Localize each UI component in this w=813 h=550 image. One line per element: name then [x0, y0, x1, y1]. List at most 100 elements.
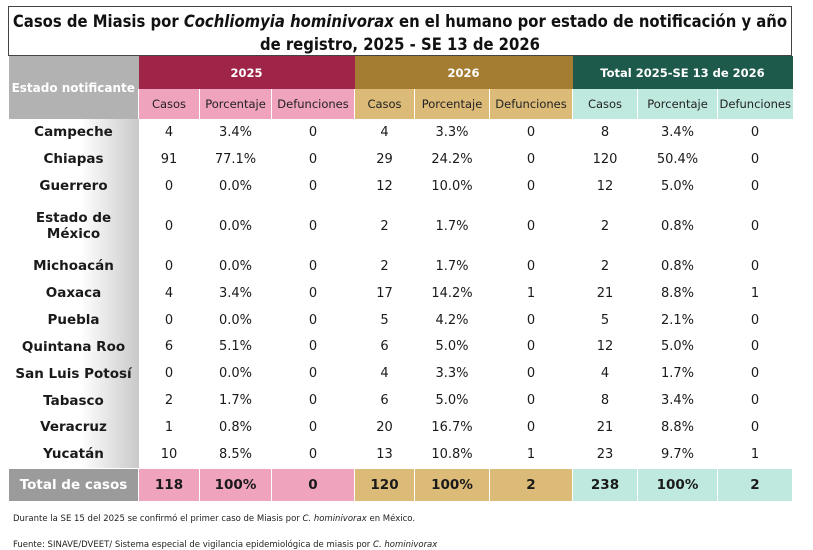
cell-porcentaje-2025: 3.4% [218, 124, 253, 140]
cell-defunciones-2025: 0 [308, 446, 318, 462]
col-casos-2025: Casos [138, 89, 200, 119]
title-species: Cochliomyia hominivorax [183, 12, 394, 31]
cell-defunciones-2026: 0 [526, 178, 536, 194]
col-porcentaje-2025: Porcentaje [199, 89, 272, 119]
note2-pre: Fuente: SINAVE/DVEET/ Sistema especial d… [13, 540, 374, 550]
total-casos-2026: 120 [354, 468, 415, 502]
cell-porcentaje-total: 3.4% [660, 124, 695, 140]
estado-name: Guerrero [8, 172, 139, 200]
cell-defunciones-2026: 0 [526, 151, 536, 167]
cell-defunciones-2025: 0 [308, 366, 318, 382]
note1-post: en México. [366, 514, 416, 524]
cell-defunciones-total: 0 [750, 258, 760, 274]
estado-name: Oaxaca [8, 279, 139, 307]
cell-defunciones-2026: 0 [526, 312, 536, 328]
cell-defunciones-total: 0 [750, 312, 760, 328]
cell-casos-2025: 10 [160, 446, 178, 462]
estado-name: Yucatán [8, 440, 139, 469]
cell-defunciones-2026: 0 [526, 218, 536, 234]
cell-casos-2025: 4 [164, 285, 174, 301]
cell-defunciones-2025: 0 [308, 258, 318, 274]
note1-species: C. hominivorax [302, 514, 367, 524]
cell-porcentaje-total: 1.7% [660, 366, 695, 382]
cell-casos-total: 8 [600, 124, 610, 140]
cell-defunciones-2025: 0 [308, 218, 318, 234]
cell-porcentaje-2025: 1.7% [218, 393, 253, 409]
cell-casos-2026: 13 [376, 446, 393, 462]
cell-porcentaje-2026: 3.3% [435, 124, 469, 140]
cell-casos-2026: 6 [380, 339, 389, 355]
cell-defunciones-total: 0 [750, 178, 760, 194]
estado-name: Chiapas [8, 145, 139, 173]
cell-defunciones-total: 1 [750, 285, 760, 301]
cell-casos-total: 21 [596, 419, 614, 435]
cell-porcentaje-2026: 1.7% [435, 218, 469, 234]
table-row: Estado de México 0 0.0% 0 2 1.7% 0 2 0.8% 0 [8, 199, 793, 254]
cell-defunciones-total: 0 [750, 218, 760, 234]
estado-name: Estado de México [8, 199, 139, 254]
total-row: Total de casos 118 100% 0 120 100% 2 238… [8, 468, 794, 502]
cell-porcentaje-total: 0.8% [660, 258, 695, 274]
table-row: Yucatán 10 8.5% 0 13 10.8% 1 23 9.7% 1 [8, 440, 793, 469]
cell-casos-2025: 6 [164, 339, 174, 355]
cell-porcentaje-2025: 0.8% [218, 419, 253, 435]
cell-porcentaje-2026: 10.0% [431, 178, 473, 194]
cell-defunciones-total: 0 [750, 124, 760, 140]
cell-porcentaje-total: 8.8% [660, 419, 695, 435]
cell-casos-total: 12 [596, 339, 614, 355]
cell-casos-total: 2 [600, 258, 610, 274]
cell-porcentaje-2026: 16.7% [431, 419, 473, 435]
cell-defunciones-total: 0 [750, 339, 760, 355]
cell-porcentaje-total: 3.4% [660, 393, 695, 409]
col-defunciones-total: Defunciones [716, 89, 793, 119]
cell-casos-total: 5 [600, 312, 610, 328]
total-casos-2025: 118 [138, 468, 200, 502]
cell-casos-total: 2 [600, 218, 610, 234]
cell-defunciones-2025: 0 [308, 285, 318, 301]
col-porcentaje-2026: Porcentaje [414, 89, 490, 119]
cell-casos-2025: 0 [164, 258, 174, 274]
cell-porcentaje-2026: 4.2% [435, 312, 469, 328]
title-suffix: en el humano por estado de notificación … [393, 12, 788, 31]
table-row: Oaxaca 4 3.4% 0 17 14.2% 1 21 8.8% 1 [8, 279, 793, 307]
table-row: Veracruz 1 0.8% 0 20 16.7% 0 21 8.8% 0 [8, 413, 793, 441]
table-row: Campeche 4 3.4% 0 4 3.3% 0 8 3.4% 0 [8, 119, 793, 146]
cell-defunciones-2025: 0 [308, 393, 318, 409]
col-defunciones-2026: Defunciones [489, 89, 573, 119]
table-row: Puebla 0 0.0% 0 5 4.2% 0 5 2.1% 0 [8, 306, 793, 334]
cell-defunciones-2025: 0 [308, 151, 318, 167]
estado-name: Quintana Roo [8, 333, 139, 361]
table-row: Chiapas 91 77.1% 0 29 24.2% 0 120 50.4% 0 [8, 145, 793, 173]
cell-casos-2026: 12 [376, 178, 393, 194]
cell-casos-2025: 91 [160, 151, 178, 167]
cell-casos-2026: 29 [376, 151, 393, 167]
cell-casos-2026: 20 [376, 419, 393, 435]
miasis-table: Estado notificante 2025 2026 Total 2025-… [8, 56, 794, 502]
table-row: Guerrero 0 0.0% 0 12 10.0% 0 12 5.0% 0 [8, 172, 793, 200]
cell-casos-2025: 0 [164, 312, 174, 328]
total-defunciones-total: 2 [716, 468, 794, 502]
cell-casos-total: 120 [592, 151, 618, 167]
estado-name: Michoacán [8, 253, 139, 280]
title-line-1: Casos de Miasis por Cochliomyia hominivo… [9, 12, 791, 31]
cell-casos-2026: 4 [380, 124, 389, 140]
cell-defunciones-2026: 1 [526, 446, 536, 462]
cell-casos-total: 4 [600, 366, 610, 382]
cell-porcentaje-total: 0.8% [660, 218, 695, 234]
col-defunciones-2025: Defunciones [271, 89, 355, 119]
cell-defunciones-total: 1 [750, 446, 760, 462]
col-porcentaje-total: Porcentaje [637, 89, 718, 119]
cell-defunciones-2026: 0 [526, 124, 536, 140]
cell-defunciones-2025: 0 [308, 312, 318, 328]
estado-header: Estado notificante [8, 56, 139, 119]
cell-porcentaje-total: 5.0% [660, 178, 695, 194]
cell-casos-2025: 2 [164, 393, 174, 409]
cell-defunciones-2026: 0 [526, 393, 536, 409]
cell-defunciones-2025: 0 [308, 178, 318, 194]
cell-casos-2026: 6 [380, 393, 389, 409]
cell-casos-2025: 0 [164, 218, 174, 234]
note2-species: C. hominivorax [373, 540, 438, 550]
cell-casos-2025: 1 [164, 419, 174, 435]
table-row: Quintana Roo 6 5.1% 0 6 5.0% 0 12 5.0% 0 [8, 333, 793, 361]
cell-porcentaje-2026: 14.2% [431, 285, 473, 301]
